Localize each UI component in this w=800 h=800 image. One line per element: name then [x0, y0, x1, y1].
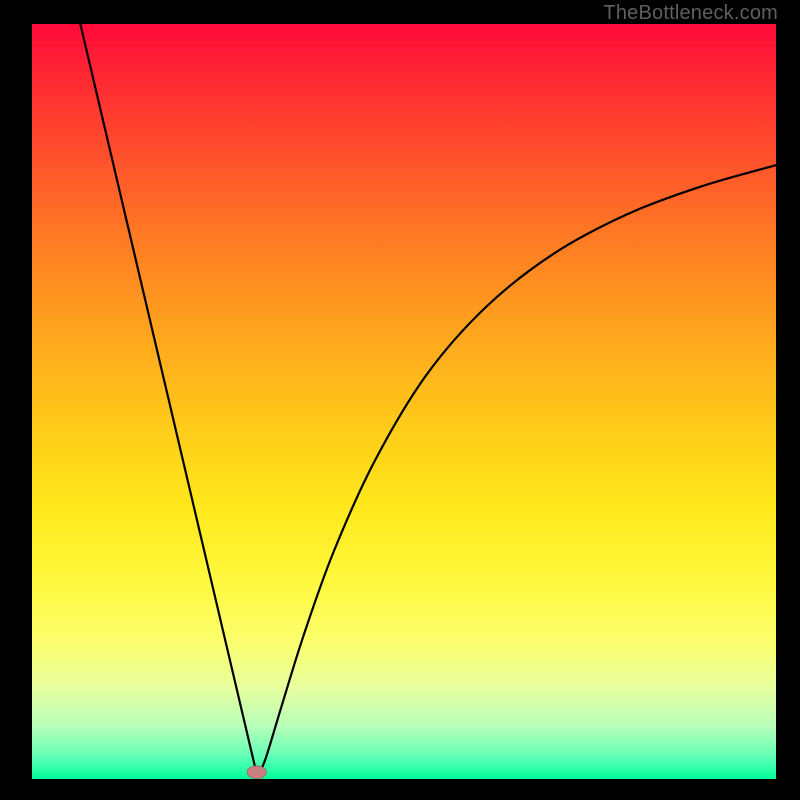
curve-path	[80, 24, 776, 775]
bottleneck-curve	[32, 24, 776, 779]
dip-marker	[247, 766, 266, 779]
watermark-text: TheBottleneck.com	[603, 2, 778, 25]
plot-area	[32, 24, 776, 779]
